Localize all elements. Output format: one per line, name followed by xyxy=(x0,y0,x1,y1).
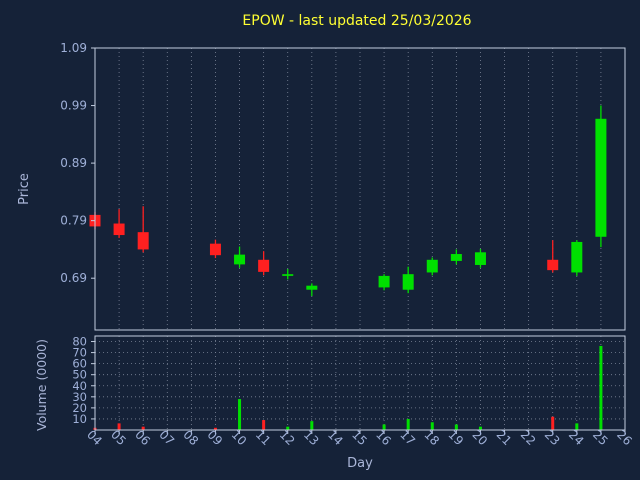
price-tick-label: 0.89 xyxy=(60,156,87,170)
volume-tick-label: 70 xyxy=(72,346,87,360)
volume-axis-label: Volume (0000) xyxy=(34,339,49,431)
axes xyxy=(91,47,626,434)
volume-bar xyxy=(551,416,555,430)
x-axis-label: Day xyxy=(347,456,373,471)
volume-bar xyxy=(430,422,434,430)
volume-tick-label: 50 xyxy=(72,368,87,382)
price-tick-label: 1.09 xyxy=(60,41,87,55)
x-tick-label: 05 xyxy=(108,427,129,448)
candle-body xyxy=(113,223,125,236)
candle-body xyxy=(209,243,221,256)
x-tick-label: 06 xyxy=(132,427,153,448)
candle-body xyxy=(234,254,246,265)
x-tick-label: 21 xyxy=(494,427,515,448)
x-tick-label: 18 xyxy=(421,427,442,448)
volume-bar xyxy=(406,418,410,430)
gridlines xyxy=(94,48,626,430)
volume-bar xyxy=(310,421,314,430)
volume-bar xyxy=(141,426,145,430)
x-tick-label: 13 xyxy=(301,427,322,448)
candle-body xyxy=(402,274,414,290)
volume-bar xyxy=(262,420,266,430)
candle-body xyxy=(547,259,559,271)
volume-bar xyxy=(599,345,603,430)
price-tick-label: 0.99 xyxy=(60,99,87,113)
price-tick-label: 0.79 xyxy=(60,214,87,228)
volume-bar xyxy=(478,426,482,430)
volume-tick-label: 80 xyxy=(72,335,87,349)
candle-body xyxy=(137,232,149,250)
x-tick-label: 09 xyxy=(205,427,226,448)
candle-body xyxy=(426,259,438,273)
volume-bar xyxy=(454,424,458,430)
volume-tick-label: 60 xyxy=(72,357,87,371)
x-tick-label: 15 xyxy=(349,427,370,448)
volume-tick-label: 20 xyxy=(72,401,87,415)
x-tick-label: 25 xyxy=(590,427,611,448)
x-tick-label: 10 xyxy=(229,427,250,448)
volume-bar xyxy=(575,423,579,430)
volume-bar xyxy=(238,399,242,430)
candles-and-volume xyxy=(89,105,607,430)
volume-tick-label: 10 xyxy=(72,412,87,426)
candle-body xyxy=(595,118,607,237)
candle-body xyxy=(378,275,390,288)
volume-bar xyxy=(382,424,386,430)
volume-bar xyxy=(213,427,217,430)
volume-tick-label: 30 xyxy=(72,390,87,404)
x-tick-label: 14 xyxy=(325,427,346,448)
x-tick-label: 24 xyxy=(566,427,587,448)
volume-bar xyxy=(286,426,290,430)
price-tick-label: 0.69 xyxy=(60,271,87,285)
candle-body xyxy=(282,274,294,276)
x-tick-label: 12 xyxy=(277,427,298,448)
x-tick-label: 11 xyxy=(253,427,274,448)
price-axis-label: Price xyxy=(17,173,32,205)
x-tick-label: 08 xyxy=(180,427,201,448)
x-tick-label: 23 xyxy=(542,427,563,448)
volume-bar xyxy=(117,423,121,430)
x-tick-label: 22 xyxy=(518,427,539,448)
x-tick-label: 17 xyxy=(397,427,418,448)
candle-body xyxy=(258,259,270,272)
volume-tick-label: 40 xyxy=(72,379,87,393)
x-tick-label: 16 xyxy=(373,427,394,448)
chart-title: EPOW - last updated 25/03/2026 xyxy=(242,13,471,29)
candle-body xyxy=(474,252,486,265)
x-tick-label: 26 xyxy=(614,427,635,448)
candle-body xyxy=(571,241,583,273)
x-tick-label: 19 xyxy=(445,427,466,448)
x-tick-label: 07 xyxy=(156,427,177,448)
candle-body xyxy=(450,254,462,261)
x-tick-label: 20 xyxy=(470,427,491,448)
x-tick-label: 04 xyxy=(84,427,105,448)
candle-body xyxy=(306,285,318,290)
